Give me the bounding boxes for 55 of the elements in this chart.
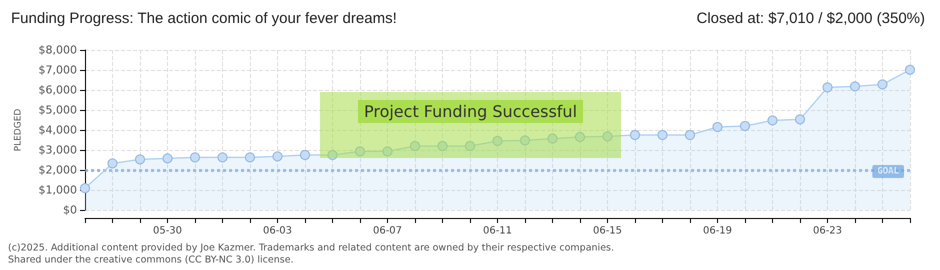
point: [520, 135, 530, 146]
point: [108, 158, 118, 168]
y-tick-label: $6,000: [38, 84, 77, 96]
x-tick-label: 06-19: [702, 226, 732, 236]
y-tick-label: $7,000: [38, 64, 77, 76]
point: [410, 141, 420, 151]
point: [768, 115, 778, 126]
x-tick-label: 06-03: [262, 226, 292, 236]
point: [135, 154, 145, 164]
point: [850, 81, 860, 92]
point: [630, 130, 640, 140]
point: [328, 150, 338, 160]
point: [272, 151, 282, 162]
point: [740, 121, 750, 131]
x-tick-label: 06-07: [372, 226, 402, 236]
point: [465, 141, 475, 151]
y-tick-label: $2,000: [38, 164, 77, 176]
point: [712, 122, 722, 132]
point: [685, 130, 695, 140]
point: [355, 146, 365, 156]
chart-subtitle: Closed at: $7,010 / $2,000 (350%): [696, 10, 926, 27]
annotation: Project Funding Successful: [358, 100, 584, 123]
text: (c)2025. Additional content provided by Joe Kazmer. Trademarks and related content are owned by their respective companies.: [8, 242, 614, 254]
text: Shared under the creative commons (CC BY-NC 3.0) license.: [8, 254, 294, 266]
point: [162, 153, 172, 164]
y-tick-label: $3,000: [38, 144, 77, 156]
y-tick-label: $1,000: [38, 184, 77, 196]
point: [190, 152, 200, 162]
point: [218, 152, 228, 162]
ref-line-label: GOAL: [877, 166, 900, 176]
point: [602, 131, 612, 142]
y-tick-label: $8,000: [38, 44, 77, 56]
x-tick-label: 05-30: [152, 226, 182, 236]
y-tick-label: $4,000: [38, 124, 77, 136]
point: [658, 130, 668, 140]
point: [492, 136, 502, 146]
x-tick-label: 06-15: [592, 226, 622, 236]
point: [245, 152, 255, 162]
point: [300, 150, 310, 160]
point: [878, 79, 888, 90]
point: [382, 146, 392, 156]
chart-title: Funding Progress: The action comic of your fever dreams!: [11, 10, 397, 27]
x-tick-label: 06-23: [812, 226, 842, 236]
point: [905, 64, 915, 75]
point: [822, 82, 832, 92]
success-banner: Project Funding Successful: [320, 92, 621, 158]
y-tick-label: $5,000: [38, 104, 77, 116]
y-axis-title: PLEDGED: [14, 108, 24, 152]
point: [548, 134, 558, 144]
point: [80, 183, 90, 194]
y-tick-label: $0: [63, 204, 77, 216]
point: [438, 141, 448, 151]
x-tick-label: 06-11: [482, 226, 512, 236]
point: [575, 132, 585, 142]
point: [795, 114, 805, 124]
